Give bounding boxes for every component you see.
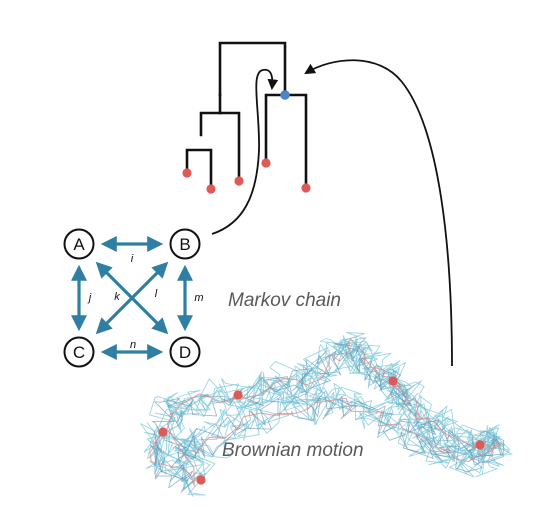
- state-a: A: [63, 228, 95, 260]
- transition-label-m: m: [194, 292, 203, 304]
- markov-chain: A B C D i j k l m n Markov chain: [63, 228, 341, 368]
- brownian-paths: [140, 332, 513, 497]
- state-b: B: [169, 228, 201, 260]
- transition-label-j: j: [87, 292, 92, 304]
- brownian-sample-point: [196, 475, 206, 485]
- markov-states: A B C D: [63, 228, 201, 368]
- brownian-to-tree-arrow: [304, 59, 453, 367]
- state-label: C: [73, 343, 85, 362]
- brownian-sample-point: [158, 427, 168, 437]
- transition-label-k: k: [114, 291, 120, 303]
- brownian-path: [140, 337, 502, 478]
- state-label: D: [179, 343, 191, 362]
- tree-left-clade: [199, 111, 241, 183]
- brownian-motion: Brownian motion: [140, 332, 513, 497]
- transition-label-l: l: [155, 288, 158, 300]
- tree-tip: [182, 168, 192, 178]
- tree-tip: [234, 176, 244, 186]
- tree-internal-node: [280, 90, 290, 100]
- phylogenetic-tree: [185, 41, 308, 191]
- state-d: D: [169, 336, 201, 368]
- brownian-sample-point: [388, 376, 398, 386]
- state-c: C: [63, 336, 95, 368]
- transition-label-i: i: [131, 253, 134, 265]
- tree-tip: [206, 184, 216, 194]
- transition-labels: i j k l m n: [87, 253, 204, 351]
- state-label: A: [73, 235, 85, 254]
- tree-right-clade: [264, 93, 308, 190]
- transition-label-n: n: [130, 339, 136, 351]
- markov-to-tree-arrow: [211, 68, 279, 235]
- brownian-path: [144, 336, 501, 490]
- state-label: B: [179, 235, 190, 254]
- brownian-sample-point: [475, 440, 485, 450]
- markov-transitions: [71, 236, 193, 360]
- brownian-sample-point: [233, 390, 243, 400]
- tree-left-subclade: [185, 148, 213, 191]
- transition-b-c: [95, 261, 169, 335]
- brownian-path: [149, 338, 502, 487]
- markov-chain-caption: Markov chain: [228, 290, 341, 311]
- brownian-path: [149, 344, 504, 493]
- brownian-motion-caption: Brownian motion: [222, 440, 364, 461]
- tree-tip: [261, 158, 271, 168]
- tree-tip: [301, 183, 311, 193]
- tree-root-branch: [218, 41, 287, 97]
- brownian-sample-points: [158, 376, 485, 485]
- tree-tips: [182, 90, 311, 194]
